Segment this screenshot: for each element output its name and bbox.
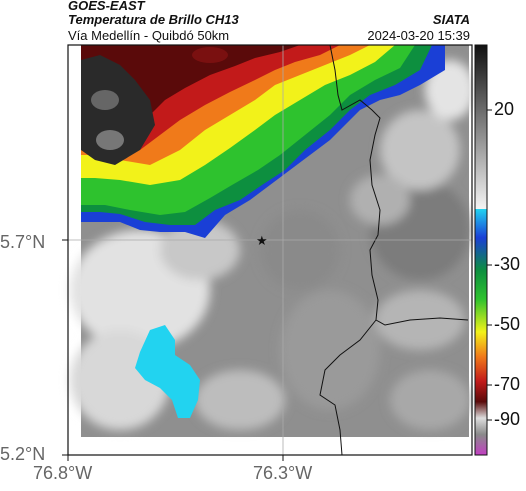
lat-label-5-2: 5.2°N (0, 444, 46, 464)
colorbar-ticks (487, 109, 492, 421)
colorbar-label-minus-30: -30 (494, 254, 521, 274)
map-frame (67, 44, 473, 456)
star-marker-icon: ★ (256, 234, 268, 249)
lon-label-76-3: 76.3°W (253, 463, 313, 483)
product-title: Temperatura de Brillo CH13 (68, 12, 239, 27)
datetime-label: 2024-03-20 15:39 (367, 28, 470, 43)
brightness-temperature-field (70, 45, 475, 437)
colorbar-label-minus-90: -90 (494, 409, 521, 429)
colorbar-label-minus-70: -70 (494, 374, 521, 394)
region-subtitle: Vía Medellín - Quibdó 50km (68, 28, 230, 43)
grid-lines (68, 45, 472, 455)
satellite-title: GOES-EAST (68, 0, 145, 13)
border-lines (319, 44, 469, 456)
lat-label-5-7: 5.7°N (0, 232, 46, 252)
colorbar-label-minus-50: -50 (494, 314, 521, 334)
axis-ticks (62, 239, 284, 461)
colorbar-label-20: 20 (494, 99, 515, 119)
source-label: SIATA (432, 12, 470, 27)
colorbar (474, 44, 488, 456)
lon-label-76-8: 76.8°W (33, 463, 93, 483)
